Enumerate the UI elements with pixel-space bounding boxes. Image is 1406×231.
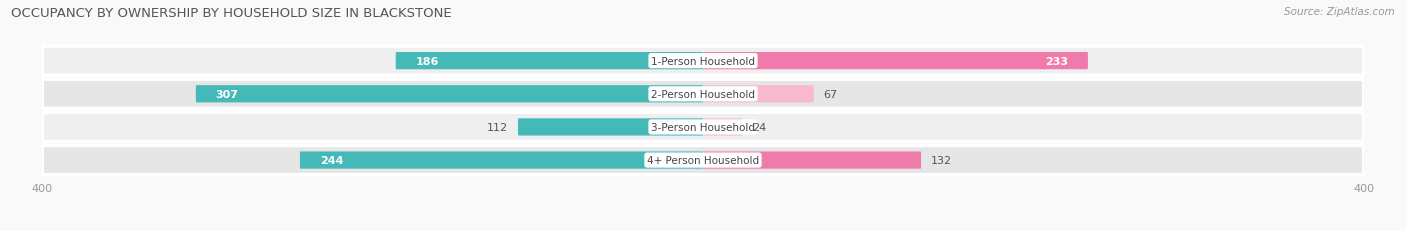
Text: 67: 67	[824, 89, 838, 99]
Text: 3-Person Household: 3-Person Household	[651, 122, 755, 132]
FancyBboxPatch shape	[395, 53, 703, 70]
Text: 233: 233	[1045, 56, 1069, 66]
Text: 24: 24	[752, 122, 766, 132]
Text: 4+ Person Household: 4+ Person Household	[647, 155, 759, 165]
FancyBboxPatch shape	[703, 53, 1088, 70]
FancyBboxPatch shape	[42, 146, 1364, 175]
Text: 2-Person Household: 2-Person Household	[651, 89, 755, 99]
FancyBboxPatch shape	[42, 113, 1364, 142]
Text: 112: 112	[486, 122, 508, 132]
Text: 1-Person Household: 1-Person Household	[651, 56, 755, 66]
FancyBboxPatch shape	[703, 119, 742, 136]
FancyBboxPatch shape	[703, 86, 814, 103]
FancyBboxPatch shape	[703, 152, 921, 169]
FancyBboxPatch shape	[42, 47, 1364, 76]
Text: 186: 186	[416, 56, 439, 66]
Text: 307: 307	[215, 89, 239, 99]
Text: OCCUPANCY BY OWNERSHIP BY HOUSEHOLD SIZE IN BLACKSTONE: OCCUPANCY BY OWNERSHIP BY HOUSEHOLD SIZE…	[11, 7, 451, 20]
Text: Source: ZipAtlas.com: Source: ZipAtlas.com	[1284, 7, 1395, 17]
FancyBboxPatch shape	[42, 80, 1364, 109]
FancyBboxPatch shape	[517, 119, 703, 136]
Text: 132: 132	[931, 155, 952, 165]
FancyBboxPatch shape	[299, 152, 703, 169]
FancyBboxPatch shape	[195, 86, 703, 103]
Text: 244: 244	[319, 155, 343, 165]
